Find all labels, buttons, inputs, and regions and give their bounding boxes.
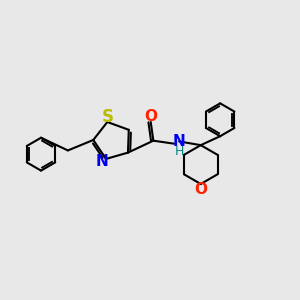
Text: O: O — [194, 182, 207, 197]
Text: N: N — [95, 154, 108, 169]
Text: O: O — [144, 109, 157, 124]
Text: S: S — [102, 108, 114, 126]
Text: H: H — [174, 145, 184, 158]
Text: N: N — [173, 134, 185, 149]
